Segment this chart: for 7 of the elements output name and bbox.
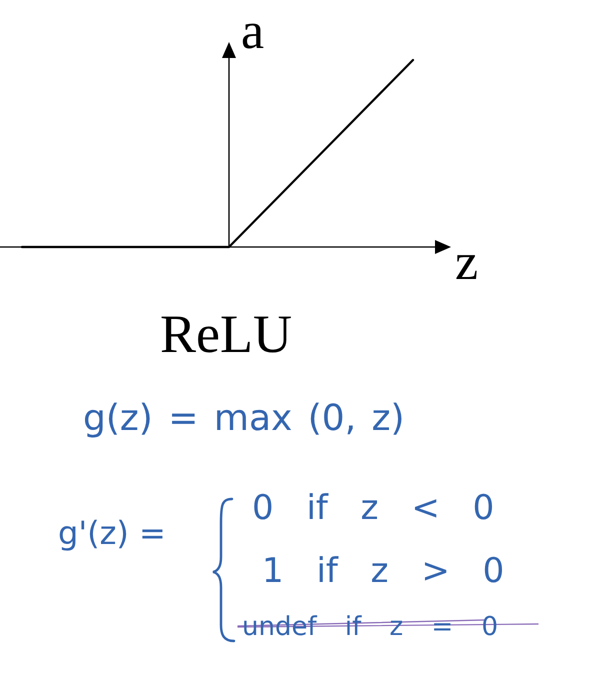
text: g(z) = max (0, z)	[83, 398, 405, 439]
text: 0 if z < 0	[252, 488, 494, 528]
text: 1 if z > 0	[262, 551, 504, 591]
x-axis-title: z	[455, 234, 478, 291]
y-axis-title: a	[241, 3, 264, 60]
text: g'(z) =	[58, 514, 166, 552]
text: ReLU	[159, 304, 293, 364]
